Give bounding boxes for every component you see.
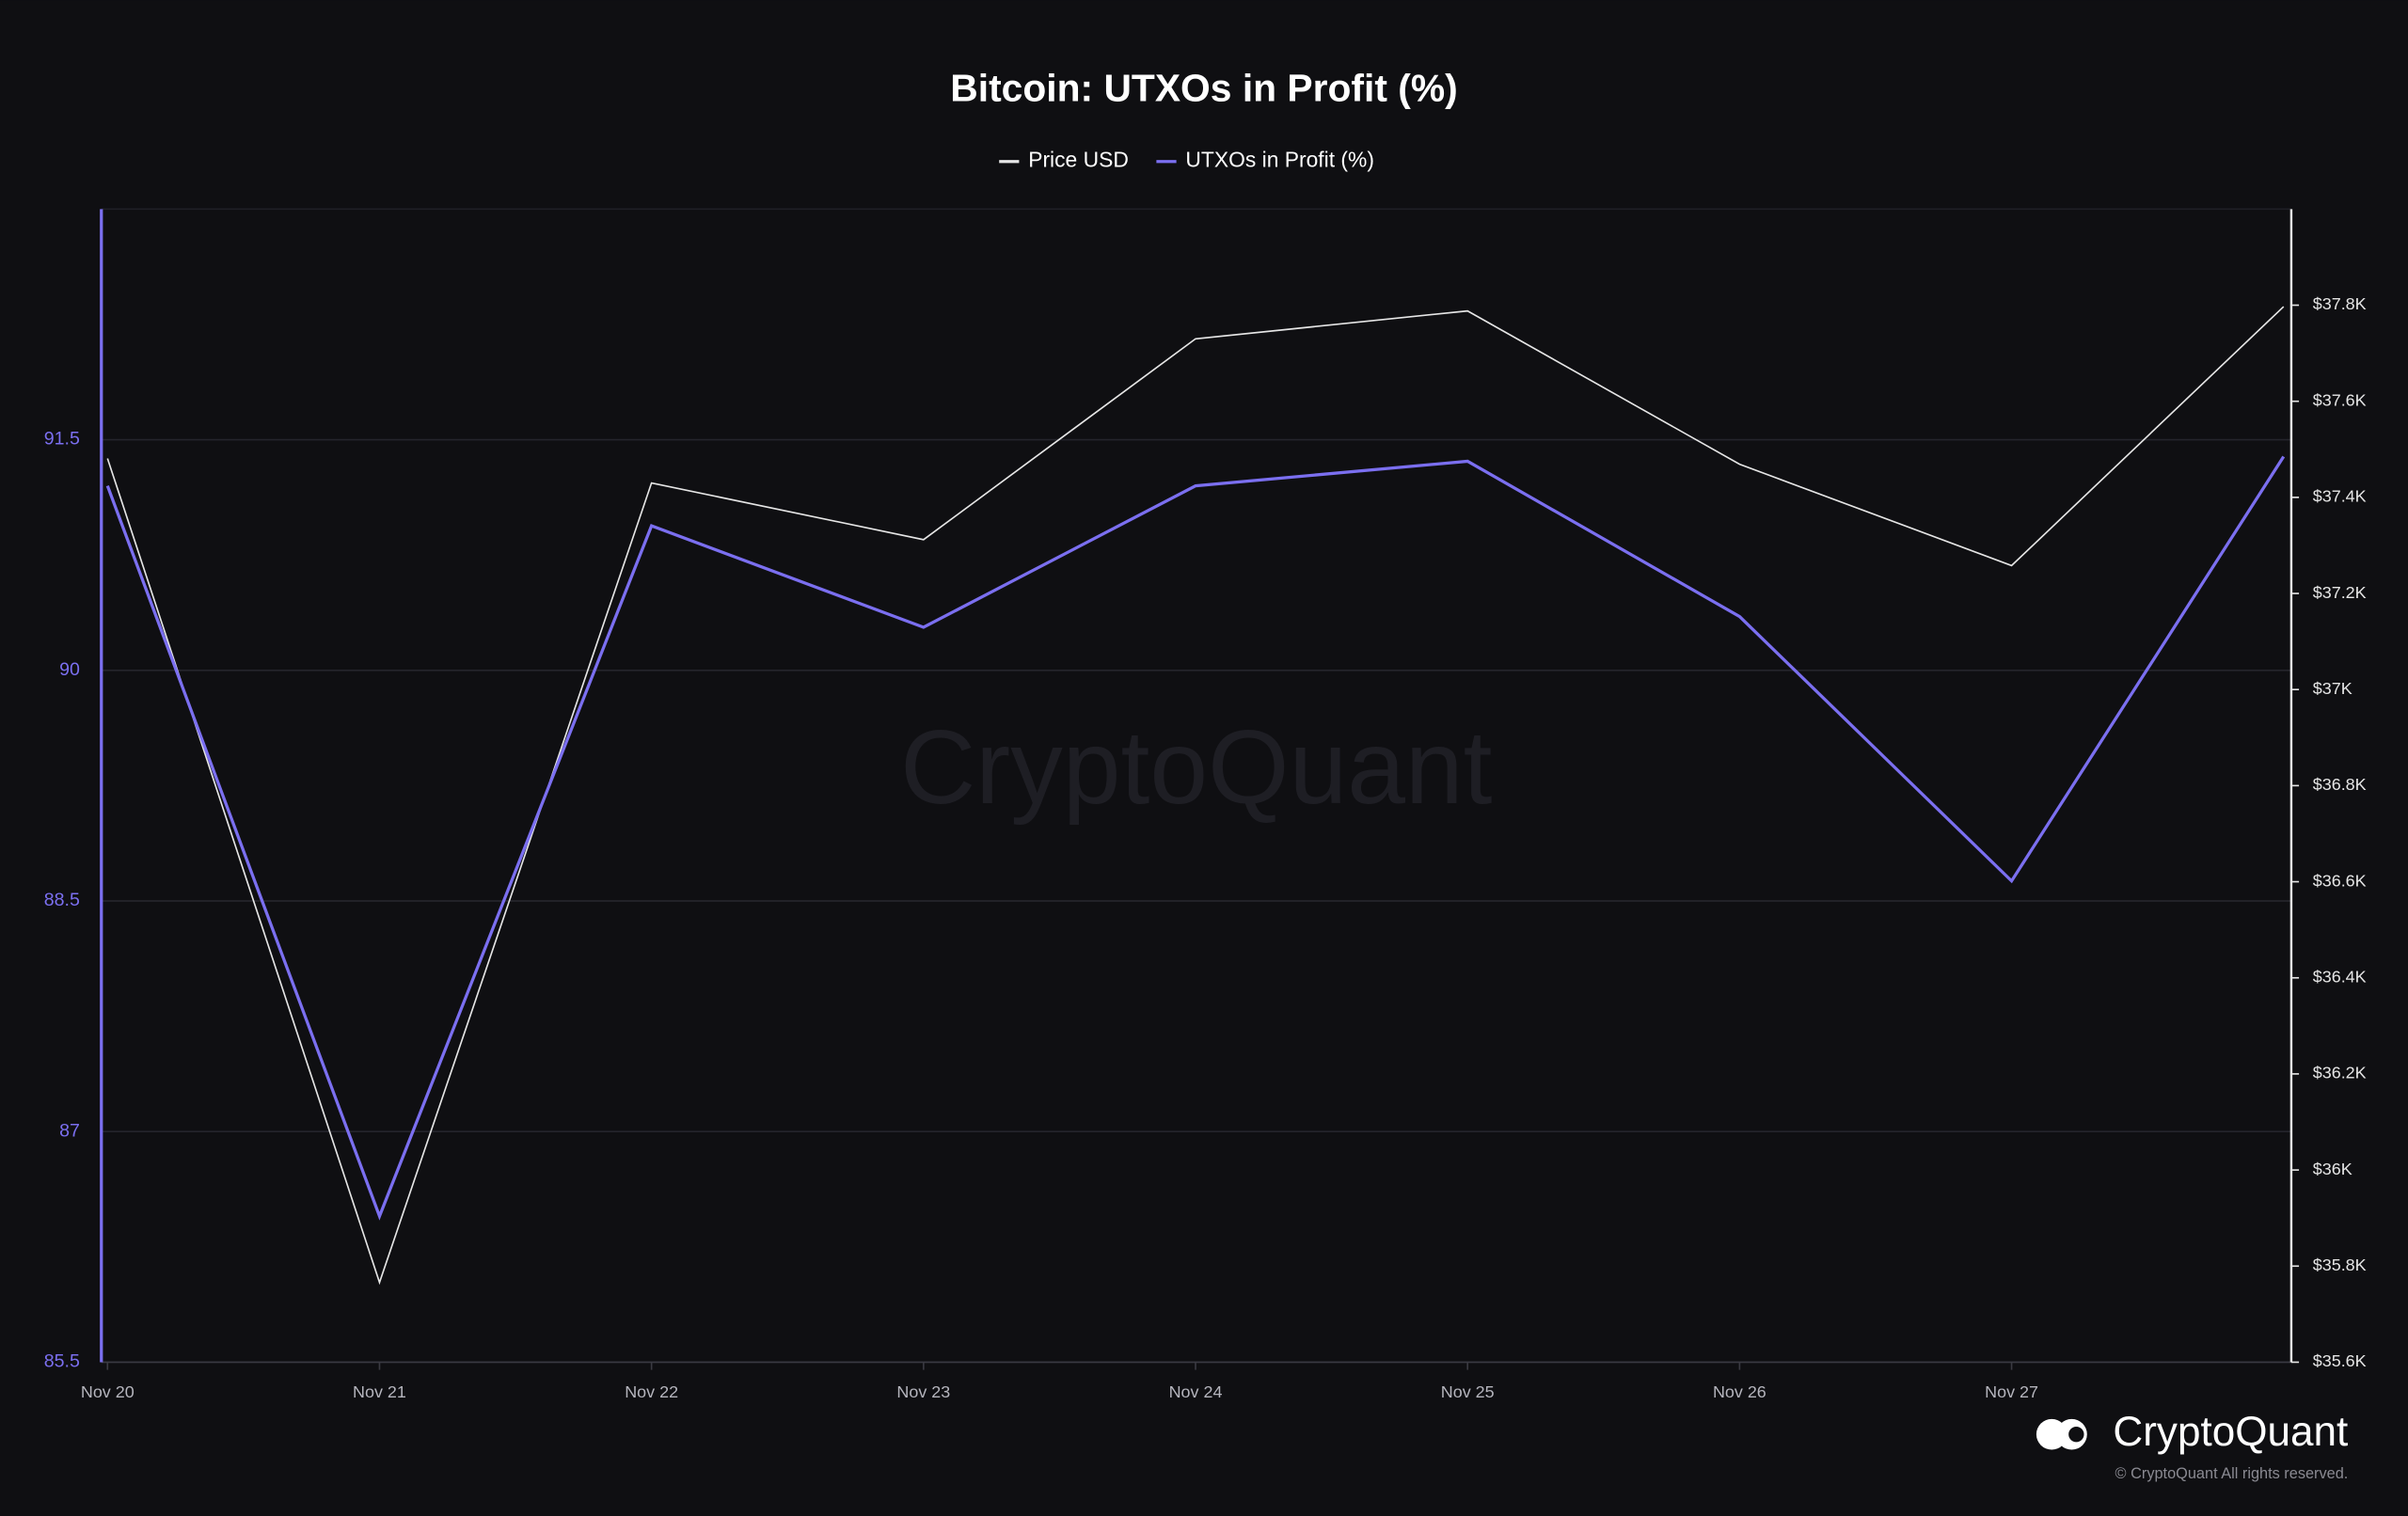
x-tick-label: Nov 24: [1169, 1382, 1223, 1401]
chart-title: Bitcoin: UTXOs in Profit (%): [950, 66, 1457, 109]
logo-hole: [2068, 1427, 2084, 1443]
series-line: [105, 455, 2286, 1221]
x-tick-label: Nov 26: [1713, 1382, 1766, 1401]
legend-label: UTXOs in Profit (%): [1185, 148, 1374, 172]
x-tick-label: Nov 27: [1985, 1382, 2038, 1401]
y-tick-label: 87: [59, 1120, 80, 1141]
y2-tick-label: $37.8K: [2313, 294, 2367, 313]
y2-tick-label: $36.4K: [2313, 967, 2367, 986]
watermark: CryptoQuant: [900, 708, 1493, 826]
y-tick-label: 85.5: [44, 1351, 80, 1372]
x-tick-label: Nov 25: [1441, 1382, 1495, 1401]
copyright: © CryptoQuant All rights reserved.: [2115, 1465, 2349, 1482]
y2-tick-label: $36.2K: [2313, 1064, 2367, 1082]
series-line: [106, 306, 2285, 1286]
legend: Price USD UTXOs in Profit (%): [999, 148, 1374, 172]
y2-tick-label: $37.4K: [2313, 487, 2367, 506]
legend-label: Price USD: [1028, 148, 1129, 172]
x-tick-label: Nov 20: [81, 1382, 135, 1401]
y2-tick-label: $37.6K: [2313, 390, 2367, 409]
y2-tick-label: $36.6K: [2313, 871, 2367, 890]
y2-tick-label: $35.6K: [2313, 1351, 2367, 1370]
brand: CryptoQuant: [2113, 1409, 2348, 1455]
y-tick-label: 90: [59, 659, 80, 680]
y2-tick-label: $37.2K: [2313, 583, 2367, 602]
y2-tick-label: $36.8K: [2313, 775, 2367, 794]
brand-logo: [2036, 1418, 2087, 1450]
y2-tick-label: $36K: [2313, 1160, 2353, 1178]
y-tick-label: 91.5: [44, 429, 80, 450]
y-tick-label: 88.5: [44, 890, 80, 910]
x-tick-label: Nov 21: [353, 1382, 406, 1401]
y2-tick-label: $37K: [2313, 679, 2353, 698]
x-tick-label: Nov 23: [896, 1382, 950, 1401]
y2-tick-label: $35.8K: [2313, 1255, 2367, 1274]
x-tick-label: Nov 22: [625, 1382, 678, 1401]
